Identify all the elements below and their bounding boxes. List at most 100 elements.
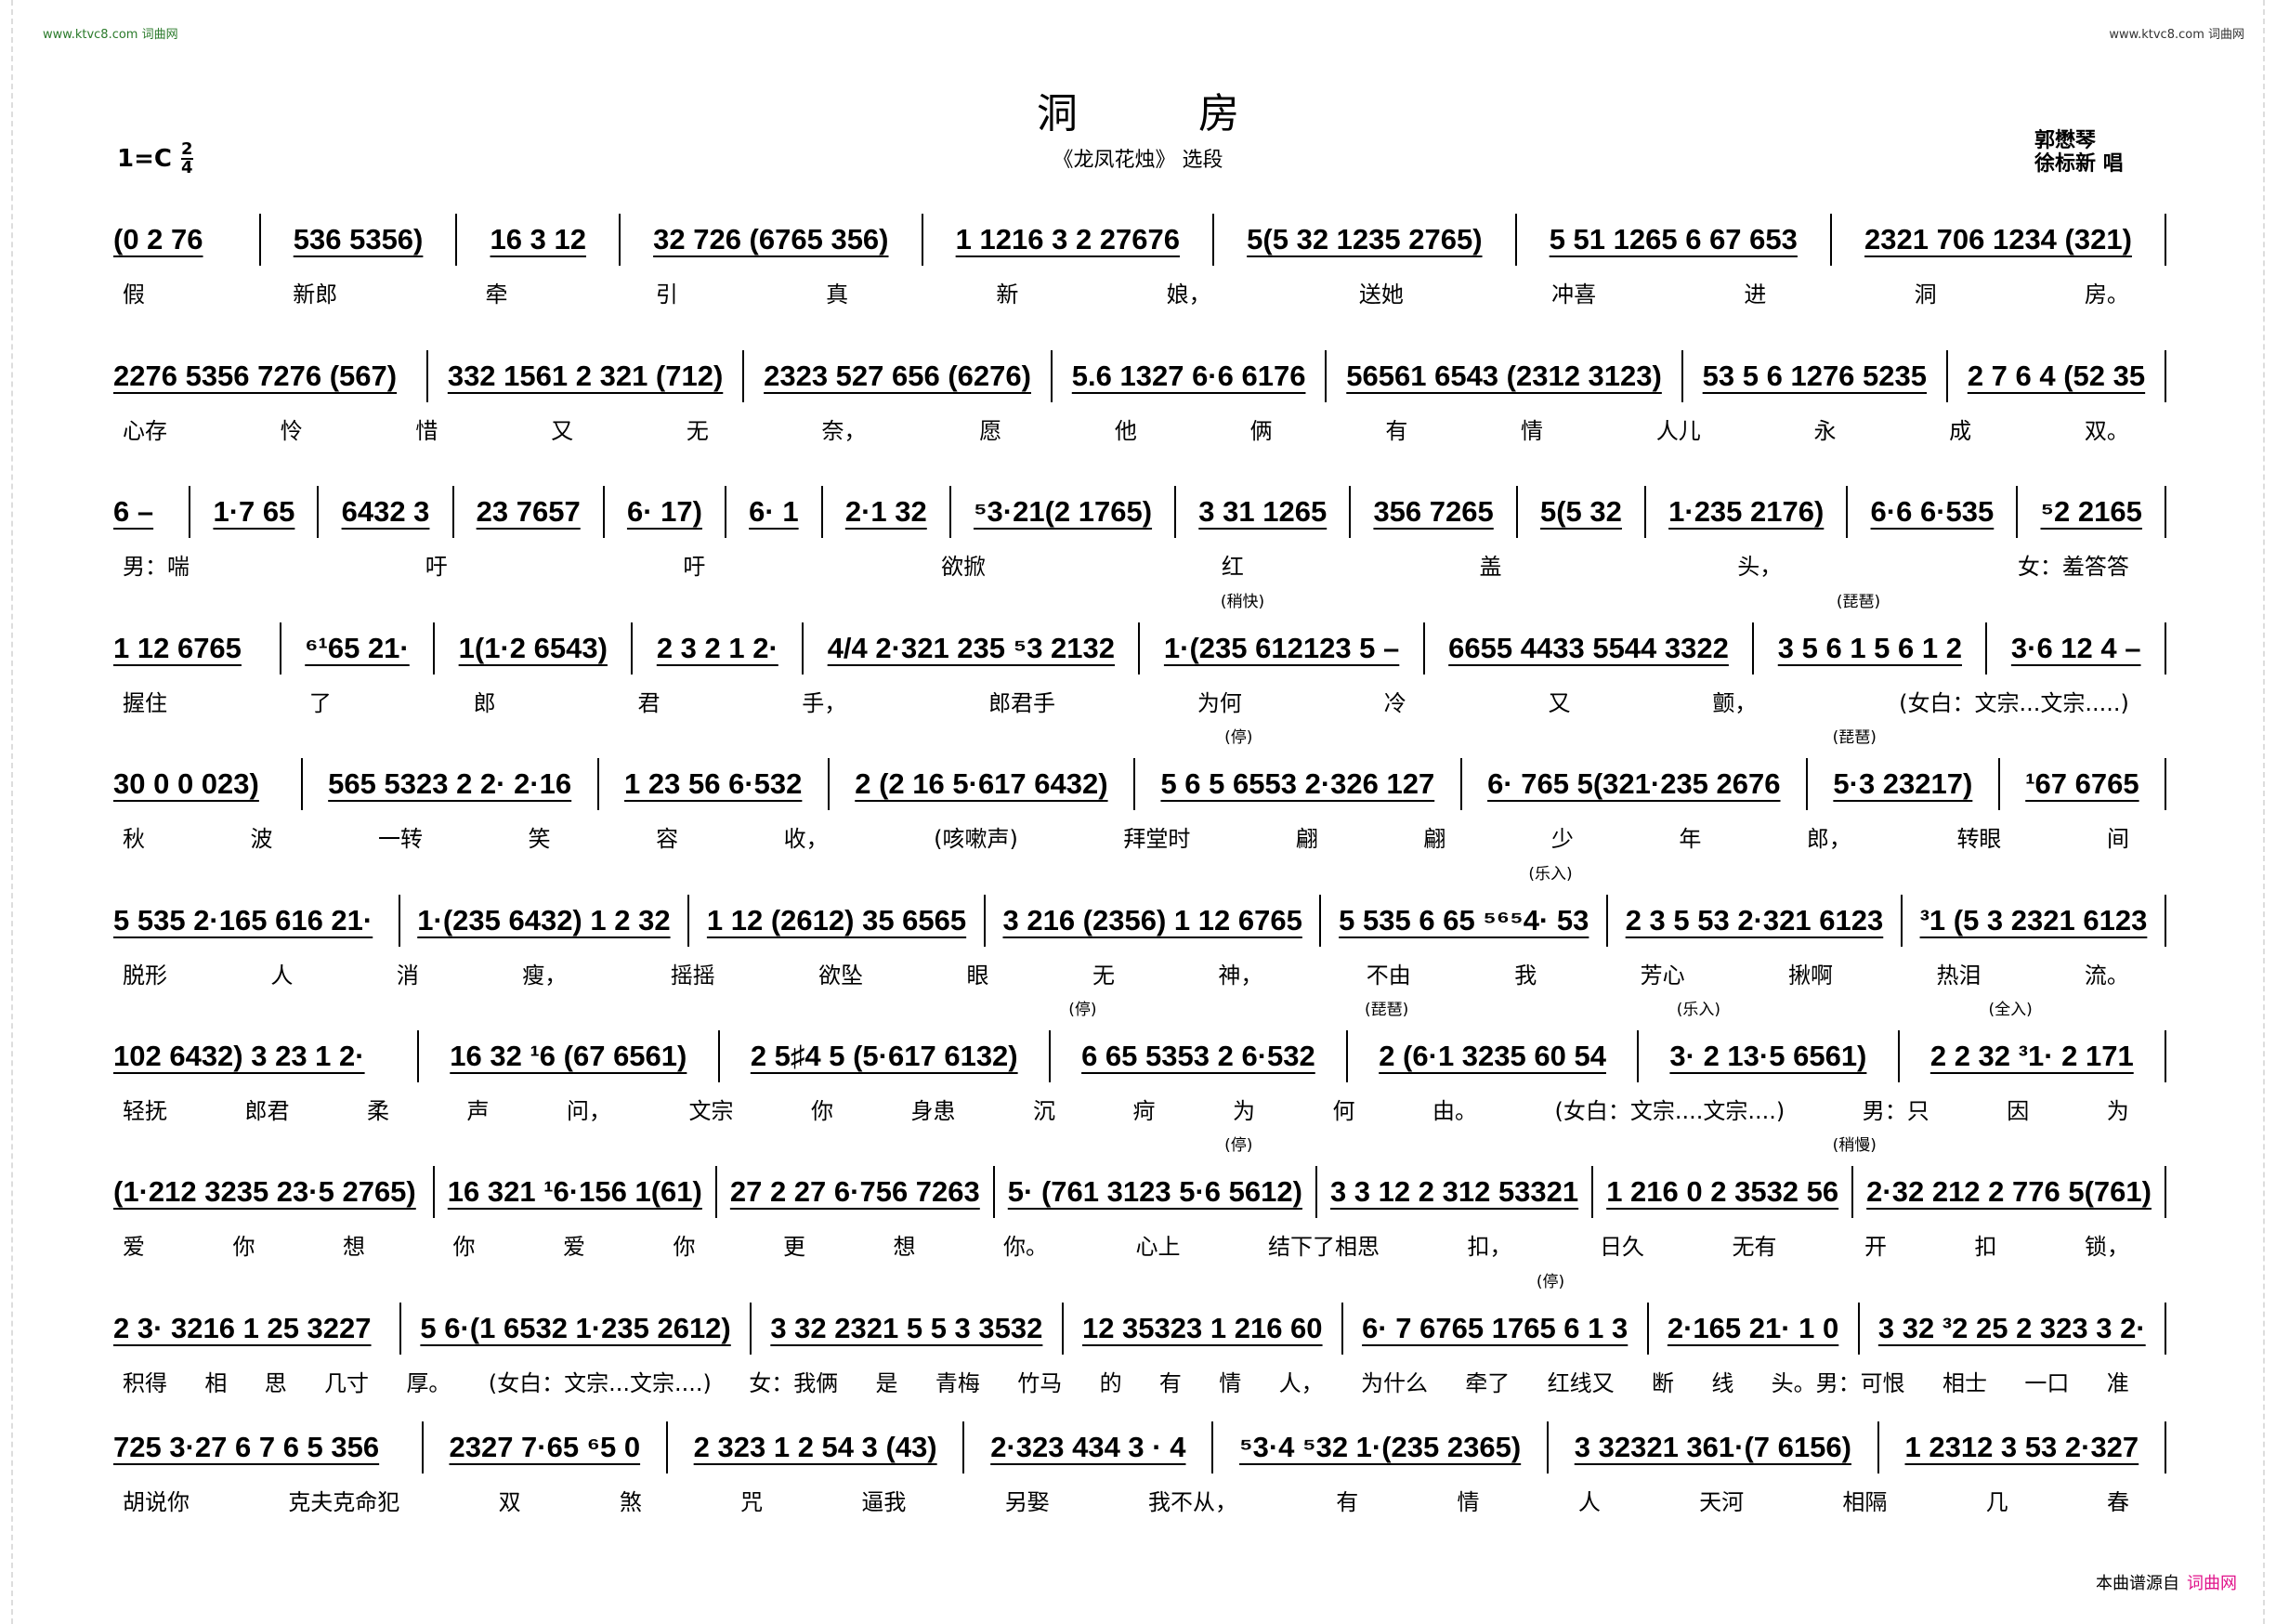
lyric-word: 冲喜 (1551, 282, 1597, 308)
lyric-word: 青梅 (935, 1370, 980, 1396)
lyric-word: 郎君手 (988, 690, 1056, 716)
lyric-word: 郎君 (244, 1098, 290, 1124)
lyric-word: 相隔 (1842, 1489, 1888, 1515)
measure: 5· (761 3123 5·6 5612) (992, 1166, 1315, 1218)
lyric-word: 结下了相思 (1268, 1234, 1380, 1260)
lyric-word: 你 (811, 1098, 833, 1124)
lyric-word: 几 (1985, 1489, 2008, 1515)
lyric-word: 转眼 (1956, 826, 2002, 852)
measure: 2 3 5 53 2·321 6123 (1606, 895, 1901, 947)
lyric-word: 你 (673, 1234, 696, 1260)
lyric-word: 真 (826, 282, 849, 308)
performance-mark: (停) (1536, 1273, 1565, 1291)
lyric-word: 双 (498, 1489, 521, 1515)
footer-source-label: 本曲谱源自 (2096, 1574, 2179, 1593)
lyric-word: 咒 (740, 1489, 764, 1515)
lyric-word: 洞 (1914, 282, 1937, 308)
lyric-word: 愿 (979, 418, 1002, 444)
performance-mark: (稍快) (1220, 593, 1265, 611)
lyrics-row: 秋 波 一转 笑 容 收， (咳嗽声) 拜堂时 翩 翩 少 年 郎， 转眼 间 (113, 820, 2166, 853)
lyric-word: 人 (270, 963, 294, 989)
lyric-word: 心存 (123, 418, 167, 444)
lyric-word: 间 (2106, 826, 2129, 852)
measure: 3 32321 361·(7 6156) (1546, 1421, 1877, 1473)
lyric-word: 女：我俩 (749, 1370, 839, 1396)
measure: 2·32 212 2 776 5(761) (1851, 1166, 2165, 1218)
lyric-word: 奈， (821, 418, 867, 444)
measure: 4/4 2·321 235 ⁵3 2132 (802, 622, 1138, 674)
measure: 2·323 434 3 · 4 (962, 1421, 1211, 1473)
lyric-word: (女白：文宗....文宗....) (1554, 1098, 1785, 1124)
notes-row: (1·212 3235 23·5 2765) 16 321 ¹6·156 1(61… (113, 1166, 2166, 1218)
measure: 5(5 32 1235 2765) (1212, 214, 1515, 266)
lyric-word: 头。男：可恨 (1771, 1370, 1905, 1396)
performance-mark: (全入) (1988, 1001, 2033, 1019)
lyrics-row: 握住 了 郎 君 手， 郎君手 为何 冷 又 颤， (女白：文宗...文宗.....) (113, 685, 2166, 717)
measure: 565 5323 2 2· 2·16 (300, 758, 597, 810)
performance-mark: (停) (1224, 728, 1253, 747)
performance-marks: (稍快) (琵琶) (113, 588, 2166, 611)
measure: 2 3 2 1 2· (631, 622, 802, 674)
lyric-word: 年 (1679, 826, 1702, 852)
measure: 5·3 23217) (1805, 758, 1998, 810)
measure: 3 3 12 2 312 53321 (1315, 1166, 1591, 1218)
lyric-word: 你 (232, 1234, 255, 1260)
lyric-word: 有 (1158, 1370, 1182, 1396)
performance-mark: (稍慢) (1832, 1136, 1877, 1155)
lyric-word: 头， (1737, 554, 1783, 580)
measure: 6· 765 5(321·235 2676 (1459, 758, 1806, 810)
measure: 27 2 27 6·756 7263 (714, 1166, 993, 1218)
measure: 2 323 1 2 54 3 (43) (665, 1421, 963, 1473)
performance-marks: (乐入) (113, 860, 2166, 884)
lyric-word: 假 (123, 282, 145, 308)
lyric-word: 想 (893, 1234, 916, 1260)
lyric-word: 为何 (1197, 690, 1242, 716)
measure: 6· 1 (725, 486, 821, 538)
lyric-word: 为 (2106, 1098, 2129, 1124)
time-bottom: 4 (180, 158, 193, 177)
lyric-word: 有 (1336, 1489, 1359, 1515)
lyric-word: 人 (1577, 1489, 1601, 1515)
lyric-word: 消 (396, 963, 419, 989)
measure: 56561 6543 (2312 3123) (1325, 350, 1681, 402)
footer-brand-link[interactable]: 词曲网 (2187, 1574, 2237, 1593)
staff-line: 6 – 1·7 65 6432 3 23 7657 6· 17) 6· 1 2·1 32 ⁵3… (113, 486, 2166, 611)
lyric-word: 你。 (1003, 1234, 1048, 1260)
lyric-word: 我不从， (1147, 1489, 1237, 1515)
staff-line: (稍快) (琵琶) 1 12 6765 ⁶¹65 21· 1(1·2 6543) 2 3 … (113, 593, 2166, 748)
lyric-word: 男：只 (1862, 1098, 1929, 1124)
lyric-word: 更 (783, 1234, 805, 1260)
measure: 1·(235 6432) 1 2 32 (398, 895, 688, 947)
lyric-word: 红线又 (1547, 1370, 1615, 1396)
lyric-word: 一口 (2024, 1370, 2070, 1396)
lyrics-row: 男：喘 吁 吁 欲掀 红 盖 头， 女：羞答答 (113, 548, 2166, 581)
lyric-word: 了 (308, 690, 332, 716)
lyric-word: 眼 (966, 963, 989, 989)
measure: 5 6·(1 6532 1·235 2612) (399, 1303, 750, 1355)
lyric-word: 郎， (1806, 826, 1851, 852)
lyric-word: 波 (250, 826, 273, 852)
performance-marks: (停) (琵琶) (乐入) (全入) (113, 996, 2166, 1019)
lyric-word: 房。 (2084, 282, 2129, 308)
lyric-word: 为 (1233, 1098, 1255, 1124)
credit-composer: 郭懋琴 (2034, 129, 2097, 152)
lyric-word: 欲掀 (941, 554, 987, 580)
key-label: 1=C (117, 145, 172, 173)
lyric-word: 柔 (367, 1098, 389, 1124)
lyric-word: 惜 (415, 418, 438, 444)
measure: 2 5♯4 5 (5·617 6132) (717, 1030, 1049, 1082)
measure: ³1 (5 3 2321 6123 (1900, 895, 2165, 947)
lyric-word: 脱形 (123, 963, 167, 989)
lyric-word: 声 (466, 1098, 490, 1124)
lyric-word: 手， (802, 690, 847, 716)
measure: 30 0 0 023) (113, 767, 259, 800)
lyrics-row: 积得 相 思 几寸 厚。 (女白：文宗...文宗....) 女：我俩 是 青梅 竹马 的 有 情 人， 为什… (113, 1365, 2166, 1397)
lyric-word: 揪啊 (1788, 963, 1834, 989)
lyric-word: 的 (1099, 1370, 1122, 1396)
performance-mark: (琵琶) (1836, 593, 1881, 611)
measure: 2 3· 3216 1 25 3227 (113, 1312, 372, 1344)
lyric-word: 准 (2106, 1370, 2129, 1396)
lyric-word: 盖 (1479, 554, 1502, 580)
staff-line: (停) (稍慢) (1·212 3235 23·5 2765) 16 321 ¹6·1… (113, 1136, 2166, 1291)
